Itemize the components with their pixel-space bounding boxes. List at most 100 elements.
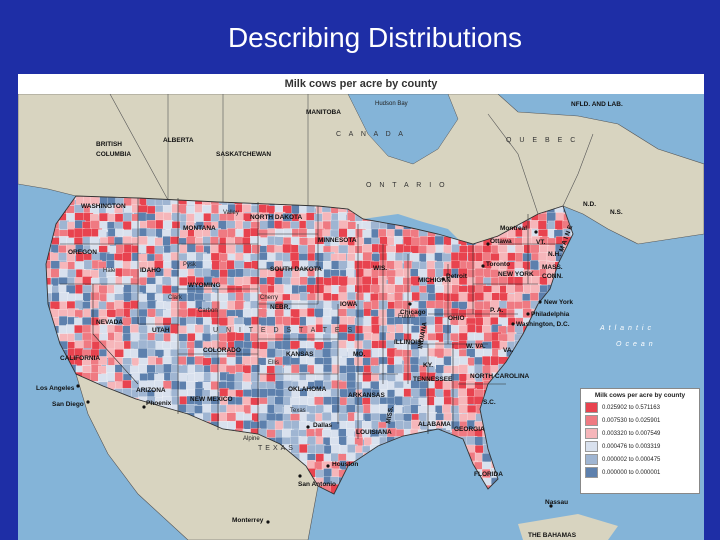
state-label-sc: S.C. [483, 399, 496, 406]
state-label-minnesota: MINNESOTA [318, 237, 357, 244]
state-label-texas: TEXAS [258, 445, 296, 452]
county-cell [313, 213, 323, 223]
county-cell [235, 332, 245, 342]
county-cell [202, 412, 212, 422]
county-cell [275, 373, 286, 382]
county-cell [178, 356, 187, 365]
legend-title: Milk cows per acre by county [594, 392, 686, 399]
province-borders [109, 94, 594, 215]
county-cell [474, 292, 485, 301]
legend-label: 0.000476 to 0.003319 [602, 443, 661, 450]
county-cell [298, 300, 308, 310]
county-cell [307, 444, 317, 454]
county-cell [289, 252, 300, 262]
county-cell [458, 364, 470, 374]
county-cell [251, 388, 260, 398]
county-cell [202, 357, 212, 367]
county-cell [90, 325, 101, 334]
legend-label: 0.003320 to 0.007549 [602, 430, 661, 437]
county-cell [82, 324, 92, 334]
state-label-north-carolina: NORTH CAROLINA [470, 373, 530, 380]
county-cell [322, 348, 333, 358]
county-cell [114, 204, 123, 214]
county-cell [490, 355, 500, 367]
state-label-utah: UTAH [152, 327, 170, 334]
county-cell [442, 404, 452, 414]
state-labels: WASHINGTON OREGON CALIFORNIA IDAHO NEVAD… [60, 203, 563, 478]
region-label-nd: N.D. [583, 201, 596, 208]
us-outline [45, 195, 574, 495]
county-cell [315, 244, 325, 254]
county-cell [218, 244, 228, 254]
county-cell [274, 404, 283, 413]
place-label: Carbon [198, 308, 218, 314]
county-cell [331, 444, 341, 455]
county-cell [186, 252, 197, 262]
county-cell [266, 429, 277, 439]
city-label-chicago: Chicago [400, 309, 426, 316]
county-cell [242, 356, 252, 365]
state-label-wis: WIS. [373, 265, 387, 272]
city-markers [76, 230, 553, 524]
state-label-conn: CONN. [542, 273, 563, 280]
county-cell [162, 285, 172, 295]
city-labels: Los Angeles San Diego Phoenix Dallas Hou… [36, 225, 577, 539]
county-cell [50, 260, 61, 270]
county-cell [530, 220, 539, 229]
region-label-british: BRITISH [96, 141, 122, 148]
place-label: Valley [223, 210, 239, 216]
legend-swatch [585, 402, 598, 413]
county-cell [347, 277, 356, 286]
county-cell [362, 339, 372, 350]
county-cell [378, 380, 388, 391]
state-label-colorado: COLORADO [203, 347, 241, 354]
place-label: Fulton [398, 314, 415, 320]
county-cell [129, 324, 139, 333]
county-cell [362, 244, 372, 253]
county-cell [154, 316, 164, 327]
state-label-oklahoma: OKLAHOMA [288, 386, 327, 393]
city-label-bahamas: THE BAHAMAS [528, 532, 577, 539]
city-label-phoenix: Phoenix [146, 400, 172, 407]
place-label: Ellis [268, 360, 279, 366]
county-cell [171, 260, 181, 270]
county-cell [163, 363, 173, 374]
state-label-idaho: IDAHO [140, 267, 161, 274]
county-cell [305, 316, 316, 327]
state-label-va: VA. [503, 347, 514, 354]
county-cell [338, 244, 349, 254]
city-label-philadelphia: Philadelphia [531, 311, 570, 318]
county-cell [146, 364, 156, 374]
legend-swatch [585, 428, 598, 439]
region-label-nfld: NFLD. AND LAB. [571, 101, 623, 108]
state-label-arizona: ARIZONA [136, 387, 166, 394]
county-cell [410, 388, 421, 397]
county-cell [426, 405, 436, 414]
state-label-mass: MASS. [542, 264, 563, 271]
county-cell [58, 315, 68, 327]
county-cell [362, 251, 373, 262]
county-cell [107, 228, 117, 238]
county-cell [419, 292, 429, 302]
place-labels: Pysk Carbon Cherry Ellis Texas Alpine Ha… [103, 210, 415, 442]
county-cell [473, 245, 484, 254]
county-cell [466, 308, 476, 319]
county-cell [235, 420, 245, 430]
city-label-los-angeles: Los Angeles [36, 385, 75, 392]
legend-item: 0.003320 to 0.007549 [581, 427, 699, 440]
county-cell [443, 356, 452, 366]
city-label-monterrey: Monterrey [232, 517, 264, 524]
state-label-illinois: ILLINOIS [394, 339, 422, 346]
county-cell [458, 396, 469, 405]
place-label: Alpine [243, 436, 260, 442]
county-cell [394, 292, 403, 302]
county-cell [98, 356, 108, 366]
county-cell [291, 284, 301, 296]
country-label-us: U N I T E D S T A T E S [213, 327, 355, 334]
water-label-hudson-bay: Hudson Bay [375, 101, 408, 107]
state-label-nh: N.H. [548, 251, 561, 258]
county-cell [450, 333, 459, 342]
county-cell [529, 292, 539, 301]
county-cell [386, 260, 396, 270]
region-label-canada: C A N A D A [336, 131, 406, 138]
